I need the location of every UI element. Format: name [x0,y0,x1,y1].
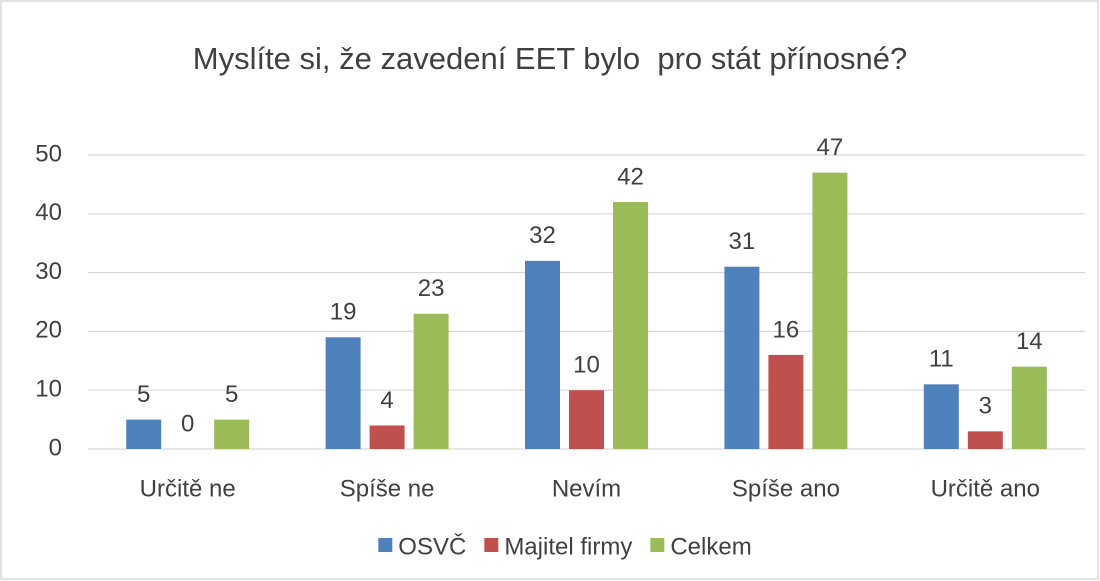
y-tick-label: 40 [35,199,62,226]
bar [369,425,405,449]
data-label: 14 [1016,328,1043,355]
legend-label: OSVČ [398,532,466,560]
data-label: 16 [773,316,800,343]
y-tick-label: 20 [35,317,62,344]
bar [923,384,959,449]
y-tick-label: 0 [49,434,62,461]
legend-swatch [378,538,393,552]
y-tick-label: 10 [35,376,62,403]
bar [214,419,250,449]
bar [325,337,361,449]
y-tick-label: 30 [35,258,62,285]
chart-title: Myslíte si, že zavedení EET bylo pro stá… [192,41,908,76]
data-label: 19 [330,299,357,326]
data-label: 0 [181,410,194,437]
data-label: 3 [979,393,992,420]
x-tick-label: Spíše ne [340,475,435,502]
bar [126,419,162,449]
bar [768,354,804,449]
bar [413,313,449,449]
bar [724,266,760,449]
data-label: 23 [418,275,445,302]
y-tick-label: 50 [35,140,62,167]
x-tick-label: Nevím [552,475,621,502]
bar [569,390,604,449]
legend-label: Celkem [670,533,751,560]
x-tick-label: Spíše ano [732,475,840,502]
data-label: 42 [617,163,644,190]
bar [525,260,560,449]
bar [1011,366,1047,449]
bar [967,431,1003,449]
data-label: 31 [729,228,756,255]
x-tick-label: Určitě ne [140,475,236,502]
legend-swatch [484,538,499,552]
bar [613,202,648,449]
data-label: 4 [380,387,393,414]
data-label: 47 [817,134,844,161]
data-label: 11 [929,346,954,373]
bar [812,172,848,449]
data-label: 5 [225,381,238,408]
data-label: 10 [573,352,600,379]
legend-swatch [650,538,665,552]
data-label: 32 [529,222,556,249]
x-tick-label: Určitě ano [931,475,1040,502]
legend-label: Majitel firmy [504,533,632,560]
data-label: 5 [137,381,150,408]
